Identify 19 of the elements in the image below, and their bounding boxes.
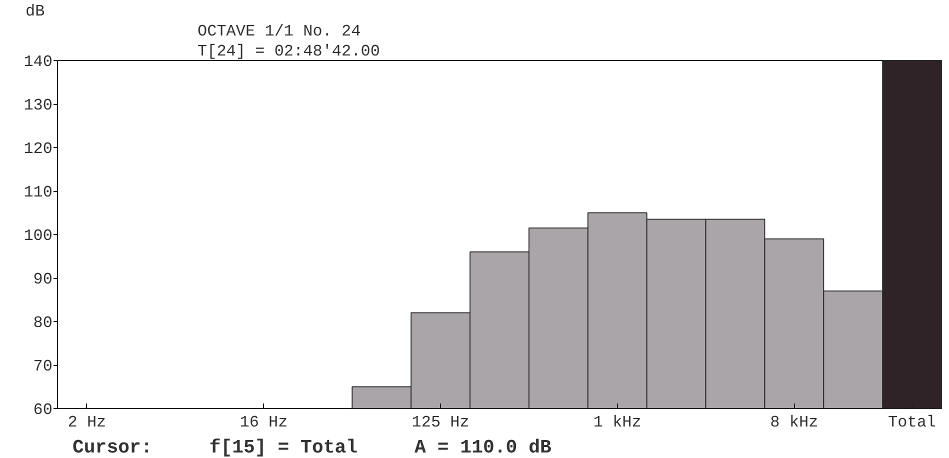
x-tick-label: 125 Hz: [412, 414, 470, 432]
y-tick-label: 110: [24, 184, 53, 202]
x-tick-label: 8 kHz: [770, 414, 818, 432]
y-tick-label: 130: [24, 96, 53, 114]
chart-title: OCTAVE 1/1 No. 24: [198, 22, 361, 40]
y-tick-label: 60: [33, 401, 52, 419]
y-tick-label: 90: [33, 270, 52, 288]
x-tick-label: 2 Hz: [68, 414, 106, 432]
text: Cursor: f[15] = Total A = 110.0 dB: [72, 436, 552, 458]
y-tick-label: 70: [33, 358, 52, 376]
y-axis-title: dB: [26, 2, 45, 20]
y-tick-label: 100: [24, 227, 53, 245]
y-tick-label: 80: [33, 314, 52, 332]
y-tick-label: 140: [24, 53, 53, 71]
x-tick-label: 16 Hz: [240, 414, 288, 432]
x-tick-label: Total: [888, 414, 936, 432]
x-tick-label: 1 kHz: [593, 414, 642, 432]
y-tick-label: 120: [24, 140, 53, 158]
chart-subtitle: T[24] = 02:48'42.00: [198, 42, 380, 60]
